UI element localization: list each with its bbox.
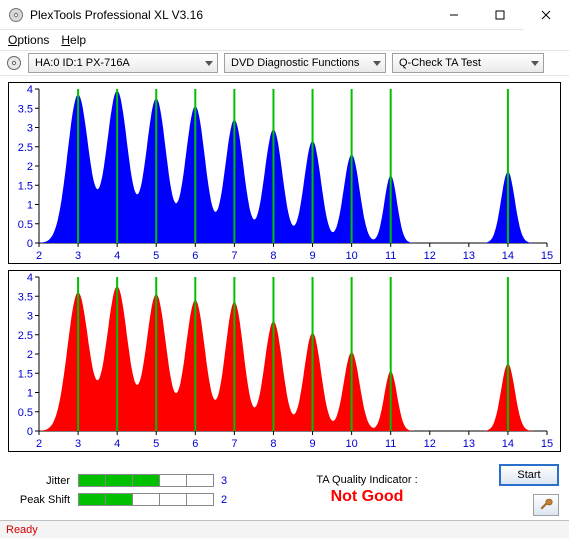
statusbar: Ready xyxy=(0,520,569,538)
svg-text:15: 15 xyxy=(541,250,553,262)
meter-bar xyxy=(186,474,214,487)
meter-bar xyxy=(132,474,160,487)
svg-text:7: 7 xyxy=(231,250,237,262)
chart-bottom-svg: 0 0.5 1 1.5 2 2.5 3 3.5 4 2 3 4 5 6 7 8 9 10 11 12 13 14 15 xyxy=(9,271,554,451)
meter-bar xyxy=(132,493,160,506)
svg-text:7: 7 xyxy=(231,438,237,450)
svg-text:9: 9 xyxy=(309,250,315,262)
svg-text:9: 9 xyxy=(309,438,315,450)
svg-text:4: 4 xyxy=(27,272,33,284)
menu-help[interactable]: Help xyxy=(61,33,86,47)
meter-bar xyxy=(186,493,214,506)
peakshift-bars xyxy=(78,493,213,506)
svg-text:2.5: 2.5 xyxy=(18,330,33,342)
start-button-label: Start xyxy=(517,469,540,481)
peakshift-label: Peak Shift xyxy=(10,494,70,506)
drive-select[interactable]: HA:0 ID:1 PX-716A xyxy=(28,53,218,73)
jitter-value: 3 xyxy=(221,475,235,487)
meter-bar xyxy=(159,493,187,506)
svg-text:0: 0 xyxy=(27,238,33,250)
svg-text:10: 10 xyxy=(345,250,357,262)
meter-bar xyxy=(78,493,106,506)
svg-text:15: 15 xyxy=(541,438,553,450)
test-select[interactable]: Q-Check TA Test xyxy=(392,53,544,73)
minimize-button[interactable] xyxy=(431,0,477,30)
maximize-button[interactable] xyxy=(477,0,523,30)
svg-text:13: 13 xyxy=(463,250,475,262)
svg-text:0.5: 0.5 xyxy=(18,407,33,419)
meters: Jitter 3 Peak Shift 2 xyxy=(10,474,235,506)
close-button[interactable] xyxy=(523,0,569,30)
meter-bar xyxy=(159,474,187,487)
svg-text:1: 1 xyxy=(27,388,33,400)
peakshift-row: Peak Shift 2 xyxy=(10,493,235,506)
svg-text:3: 3 xyxy=(75,250,81,262)
meter-bar xyxy=(105,474,133,487)
ta-label: TA Quality Indicator : xyxy=(245,474,489,486)
chart-bottom: 0 0.5 1 1.5 2 2.5 3 3.5 4 2 3 4 5 6 7 8 9 10 11 12 13 14 15 xyxy=(8,270,561,452)
jitter-row: Jitter 3 xyxy=(10,474,235,487)
peakshift-value: 2 xyxy=(221,494,235,506)
svg-text:3: 3 xyxy=(75,438,81,450)
svg-text:2: 2 xyxy=(27,161,33,173)
drive-icon xyxy=(6,55,22,71)
svg-text:14: 14 xyxy=(502,438,514,450)
svg-text:2: 2 xyxy=(27,349,33,361)
svg-text:12: 12 xyxy=(424,438,436,450)
chart-top-svg: 0 0.5 1 1.5 2 2.5 3 3.5 4 2 3 4 5 6 7 8 9 10 11 12 13 14 15 xyxy=(9,83,554,263)
chart-top: 0 0.5 1 1.5 2 2.5 3 3.5 4 2 3 4 5 6 7 8 9 10 11 12 13 14 15 xyxy=(8,82,561,264)
window-buttons xyxy=(431,0,569,30)
svg-text:8: 8 xyxy=(270,250,276,262)
wrench-icon xyxy=(539,497,553,514)
svg-text:4: 4 xyxy=(114,250,120,262)
start-button[interactable]: Start xyxy=(499,464,559,486)
svg-text:10: 10 xyxy=(345,438,357,450)
svg-text:11: 11 xyxy=(385,438,396,450)
chart-area: 00.511.522.533.5423456789101112131415 00… xyxy=(0,76,569,460)
jitter-label: Jitter xyxy=(10,475,70,487)
svg-text:0.5: 0.5 xyxy=(18,219,33,231)
svg-text:3: 3 xyxy=(27,311,33,323)
ta-block: TA Quality Indicator : Not Good xyxy=(245,474,489,506)
toolbar: HA:0 ID:1 PX-716A DVD Diagnostic Functio… xyxy=(0,50,569,76)
svg-text:13: 13 xyxy=(463,438,475,450)
window-title: PlexTools Professional XL V3.16 xyxy=(30,8,431,22)
drive-select-label: HA:0 ID:1 PX-716A xyxy=(35,57,130,69)
svg-text:4: 4 xyxy=(27,84,33,96)
titlebar: PlexTools Professional XL V3.16 xyxy=(0,0,569,30)
svg-text:3: 3 xyxy=(27,123,33,135)
function-select[interactable]: DVD Diagnostic Functions xyxy=(224,53,386,73)
button-column: Start xyxy=(499,464,559,516)
meter-bar xyxy=(105,493,133,506)
menubar: Options Help xyxy=(0,30,569,50)
svg-text:1.5: 1.5 xyxy=(18,368,33,380)
svg-text:12: 12 xyxy=(424,250,436,262)
svg-text:2: 2 xyxy=(36,250,42,262)
svg-text:6: 6 xyxy=(192,250,198,262)
svg-text:2: 2 xyxy=(36,438,42,450)
svg-text:0: 0 xyxy=(27,426,33,438)
function-select-label: DVD Diagnostic Functions xyxy=(231,57,359,69)
test-select-label: Q-Check TA Test xyxy=(399,57,481,69)
svg-text:6: 6 xyxy=(192,438,198,450)
svg-text:8: 8 xyxy=(270,438,276,450)
jitter-bars xyxy=(78,474,213,487)
status-text: Ready xyxy=(6,524,38,536)
menu-options[interactable]: Options xyxy=(8,33,49,47)
app-icon xyxy=(8,7,24,23)
svg-text:14: 14 xyxy=(502,250,514,262)
svg-text:11: 11 xyxy=(385,250,396,262)
svg-text:5: 5 xyxy=(153,438,159,450)
svg-text:2.5: 2.5 xyxy=(18,142,33,154)
svg-text:3.5: 3.5 xyxy=(18,103,33,115)
svg-text:1.5: 1.5 xyxy=(18,180,33,192)
svg-text:5: 5 xyxy=(153,250,159,262)
svg-text:1: 1 xyxy=(27,200,33,212)
svg-text:3.5: 3.5 xyxy=(18,291,33,303)
bottom-panel: Jitter 3 Peak Shift 2 TA Quality Indicat… xyxy=(0,460,569,520)
ta-result: Not Good xyxy=(245,488,489,506)
options-button[interactable] xyxy=(533,494,559,516)
meter-bar xyxy=(78,474,106,487)
svg-text:4: 4 xyxy=(114,438,120,450)
